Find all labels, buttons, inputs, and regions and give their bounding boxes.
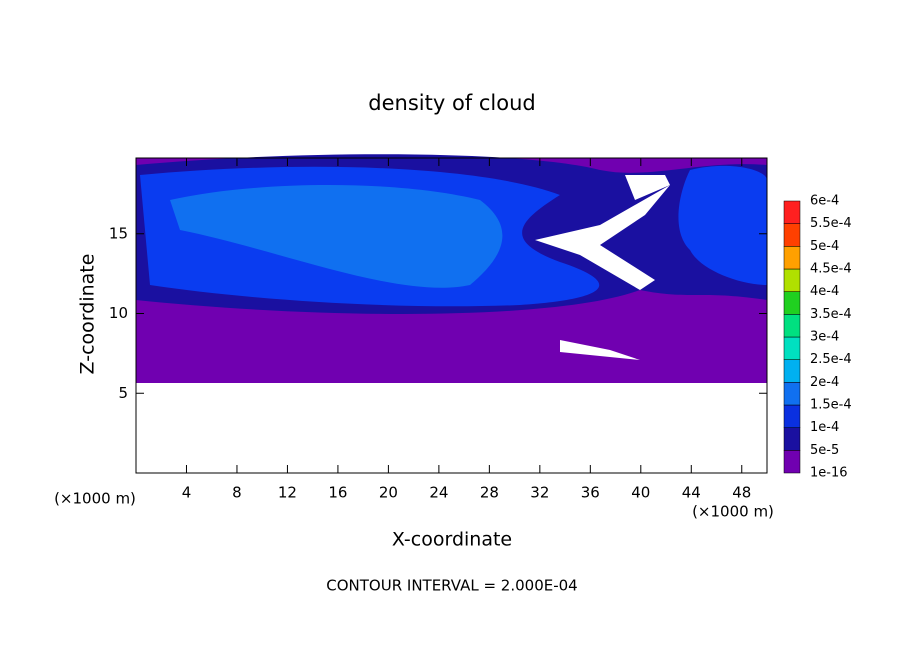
colorbar-label: 4e-4 bbox=[810, 284, 839, 299]
colorbar-label: 2e-4 bbox=[810, 375, 839, 390]
footer: CONTOUR INTERVAL = 2.000E-04 bbox=[326, 577, 577, 595]
chart-title: density of cloud bbox=[368, 91, 535, 115]
colorbar-label: 4.5e-4 bbox=[810, 262, 852, 277]
y-tick-label: 15 bbox=[109, 224, 128, 242]
plot-frame bbox=[135, 157, 768, 474]
colorbar-band bbox=[783, 246, 801, 270]
colorbar-band bbox=[783, 314, 801, 338]
y-axis-label: Z-coordinate bbox=[77, 254, 99, 375]
x-unit: (×1000 m) bbox=[692, 503, 774, 521]
colorbar-label: 1e-4 bbox=[810, 420, 839, 435]
x-axis-label: X-coordinate bbox=[392, 529, 512, 551]
colorbar-band bbox=[783, 427, 801, 451]
colorbar-band bbox=[783, 200, 801, 224]
x-tick-label: 8 bbox=[232, 484, 242, 502]
colorbar-label: 5e-5 bbox=[810, 443, 839, 458]
colorbar-band bbox=[783, 404, 801, 428]
x-tick-label: 40 bbox=[631, 484, 650, 502]
y-tick-label: 10 bbox=[109, 304, 128, 322]
colorbar-label: 5e-4 bbox=[810, 239, 839, 254]
x-tick-label: 44 bbox=[682, 484, 701, 502]
x-tick-label: 28 bbox=[480, 484, 499, 502]
contour-field bbox=[136, 154, 767, 473]
colorbar-band bbox=[783, 291, 801, 315]
colorbar-label: 6e-4 bbox=[810, 194, 839, 209]
colorbar-band bbox=[783, 268, 801, 292]
x-tick-label: 16 bbox=[328, 484, 347, 502]
x-tick-label: 32 bbox=[530, 484, 549, 502]
x-tick-label: 12 bbox=[278, 484, 297, 502]
x-tick-label: 24 bbox=[429, 484, 448, 502]
colorbar-label: 2.5e-4 bbox=[810, 352, 852, 367]
y-tick-label: 5 bbox=[118, 384, 128, 402]
x-tick-label: 20 bbox=[379, 484, 398, 502]
colorbar-label: 5.5e-4 bbox=[810, 216, 852, 231]
colorbar-band bbox=[783, 450, 801, 474]
colorbar-label: 1.5e-4 bbox=[810, 398, 852, 413]
colorbar-band bbox=[783, 359, 801, 383]
x-tick-label: 4 bbox=[182, 484, 192, 502]
colorbar-band bbox=[783, 223, 801, 247]
y-unit: (×1000 m) bbox=[54, 490, 136, 508]
colorbar-band bbox=[783, 382, 801, 406]
colorbar-label: 3e-4 bbox=[810, 330, 839, 345]
x-tick-label: 48 bbox=[732, 484, 751, 502]
colorbar-label: 3.5e-4 bbox=[810, 307, 852, 322]
colorbar-band bbox=[783, 336, 801, 360]
colorbar-label: 1e-16 bbox=[810, 466, 848, 481]
x-tick-label: 36 bbox=[581, 484, 600, 502]
